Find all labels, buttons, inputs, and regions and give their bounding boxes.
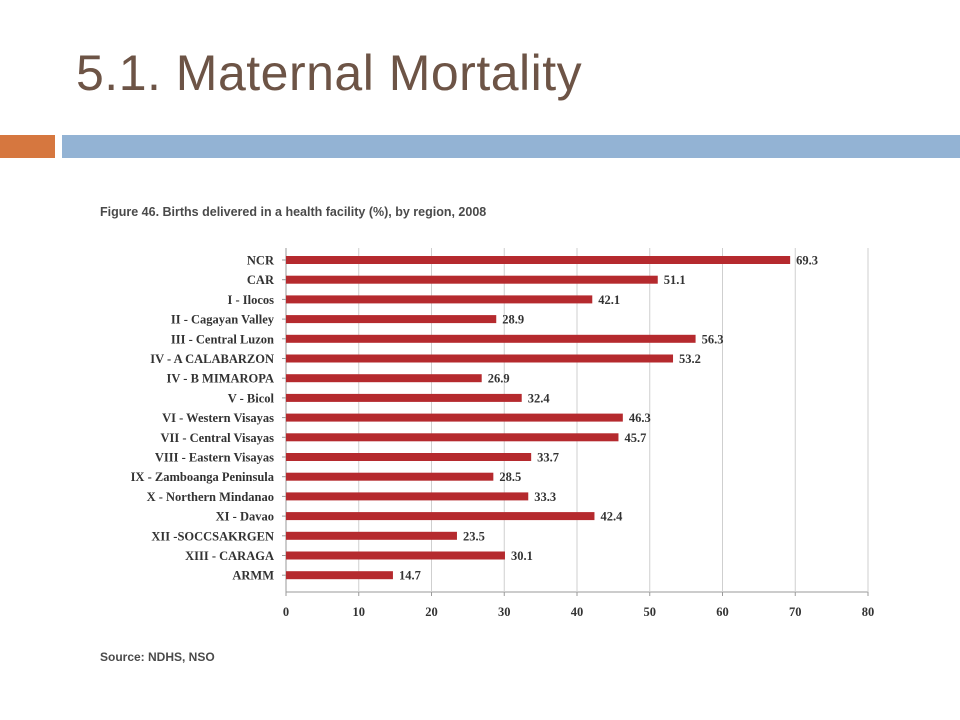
category-label: XI - Davao xyxy=(216,510,274,524)
category-label: II - Cagayan Valley xyxy=(171,313,275,327)
bar xyxy=(286,413,623,422)
value-label: 45.7 xyxy=(624,431,646,445)
bar xyxy=(286,453,532,461)
category-label: I - Ilocos xyxy=(227,293,274,307)
bar xyxy=(286,492,529,501)
x-tick-label: 10 xyxy=(353,605,366,619)
value-label: 26.9 xyxy=(488,372,510,386)
bar xyxy=(286,275,658,284)
category-label: XIII - CARAGA xyxy=(185,549,274,563)
value-label: 69.3 xyxy=(796,254,818,268)
value-label: 23.5 xyxy=(463,529,485,543)
category-label: VI - Western Visayas xyxy=(162,411,274,425)
value-label: 42.4 xyxy=(600,510,623,524)
title-accent-bar-blue xyxy=(62,135,960,158)
value-label: 14.7 xyxy=(399,569,421,583)
title-accent-bar-orange xyxy=(0,135,55,158)
category-label: CAR xyxy=(247,273,275,287)
bar xyxy=(286,295,593,304)
bar xyxy=(286,374,482,383)
category-label: III - Central Luzon xyxy=(171,332,274,346)
bar xyxy=(286,571,393,580)
bar xyxy=(286,512,595,521)
bar xyxy=(286,315,497,324)
bar xyxy=(286,551,505,560)
value-label: 32.4 xyxy=(528,391,551,405)
chart-bars xyxy=(286,256,791,580)
x-tick-label: 70 xyxy=(789,605,802,619)
value-label: 33.3 xyxy=(534,490,556,504)
bar xyxy=(286,393,522,402)
x-tick-label: 80 xyxy=(862,605,875,619)
category-label: XII -SOCCSAKRGEN xyxy=(151,529,274,543)
value-label: 30.1 xyxy=(511,549,533,563)
category-label: IV - B MIMAROPA xyxy=(166,372,274,386)
x-tick-label: 30 xyxy=(498,605,511,619)
x-tick-label: 20 xyxy=(425,605,438,619)
chart-labels: 0 10 20 30 40 50 60 70 80 NCR 69.3 CAR 51.1 I - Iloco… xyxy=(131,254,875,620)
x-tick-label: 0 xyxy=(283,605,289,619)
x-tick-label: 40 xyxy=(571,605,584,619)
bar xyxy=(286,354,674,363)
bar xyxy=(286,472,494,481)
value-label: 51.1 xyxy=(664,273,686,287)
category-label: X - Northern Mindanao xyxy=(147,490,274,504)
bar xyxy=(286,256,791,264)
value-label: 46.3 xyxy=(629,411,651,425)
category-label: NCR xyxy=(247,254,275,268)
category-label: IV - A CALABARZON xyxy=(150,352,274,366)
bar xyxy=(286,334,696,343)
category-label: IX - Zamboanga Peninsula xyxy=(131,470,275,484)
value-label: 33.7 xyxy=(537,451,559,465)
x-tick-label: 60 xyxy=(716,605,729,619)
value-label: 28.5 xyxy=(499,470,521,484)
value-label: 42.1 xyxy=(598,293,620,307)
category-label: V - Bicol xyxy=(228,391,275,405)
value-label: 53.2 xyxy=(679,352,701,366)
figure-source: Source: NDHS, NSO xyxy=(100,650,215,664)
value-label: 28.9 xyxy=(502,313,524,327)
slide-title: 5.1. Maternal Mortality xyxy=(76,45,583,101)
value-label: 56.3 xyxy=(702,332,724,346)
category-label: VIII - Eastern Visayas xyxy=(155,451,274,465)
bar xyxy=(286,433,619,442)
category-label: VII - Central Visayas xyxy=(160,431,274,445)
bar xyxy=(286,531,457,540)
x-tick-label: 50 xyxy=(644,605,657,619)
figure-caption: Figure 46. Births delivered in a health … xyxy=(100,205,487,219)
category-label: ARMM xyxy=(232,569,274,583)
